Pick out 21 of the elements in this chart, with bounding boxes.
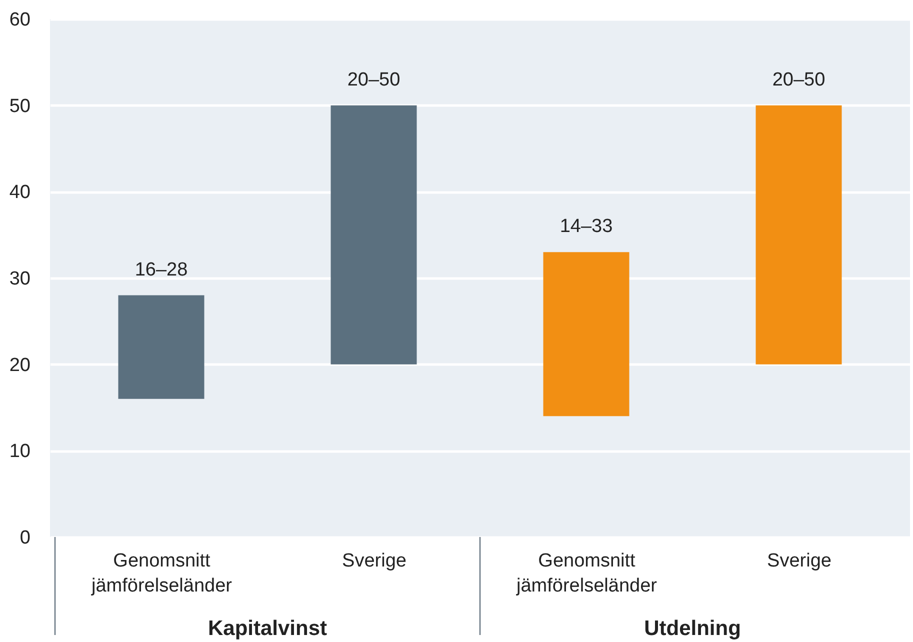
y-tick-label: 0 bbox=[20, 528, 30, 548]
text: Kapitalvinst bbox=[208, 617, 328, 640]
y-tick-label: 40 bbox=[9, 182, 30, 204]
bar bbox=[330, 105, 417, 364]
x-tick-label: Genomsnitt jämförelseländer bbox=[516, 550, 658, 596]
bar bbox=[756, 105, 842, 364]
y-tick-label: 30 bbox=[9, 268, 30, 290]
y-tick-label: 10 bbox=[9, 441, 30, 462]
y-tick-label: 50 bbox=[9, 96, 30, 117]
y-tick-label: 20 bbox=[9, 354, 30, 376]
bar bbox=[543, 252, 630, 416]
bar bbox=[118, 295, 204, 399]
data-label: 14–33 bbox=[560, 216, 613, 238]
text: Utdelning bbox=[644, 617, 741, 640]
x-tick-label: Sverige bbox=[767, 550, 832, 572]
y-tick-label: 60 bbox=[9, 10, 30, 30]
data-label: 20–50 bbox=[772, 69, 826, 90]
data-label: 20–50 bbox=[347, 69, 400, 90]
x-tick-label: Genomsnitt jämförelseländer bbox=[90, 550, 233, 596]
x-tick-label: Sverige bbox=[342, 550, 406, 572]
data-label: 16–28 bbox=[134, 259, 188, 280]
